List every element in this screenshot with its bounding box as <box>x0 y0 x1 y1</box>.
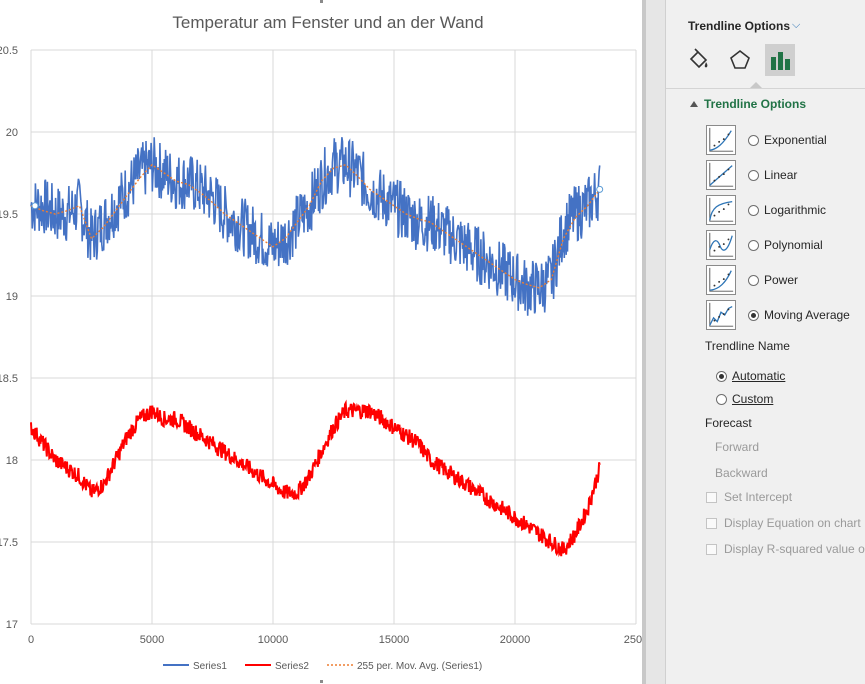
fill-line-tab[interactable] <box>684 44 714 76</box>
section-title: Trendline Options <box>704 97 807 111</box>
trendline-end-handle <box>596 185 604 193</box>
name-custom-option[interactable]: Custom <box>716 392 773 406</box>
series2-line <box>30 399 601 558</box>
y-tick-label: 20.5 <box>0 45 18 57</box>
linear-trendline-icon[interactable] <box>706 160 736 190</box>
forecast-backward-label: Backward <box>715 466 768 480</box>
option-label: Automatic <box>732 369 786 383</box>
chevron-down-icon[interactable]: ⌵ <box>792 19 801 31</box>
x-tick-label: 5000 <box>140 634 164 646</box>
forecast-forward-label: Forward <box>715 440 760 454</box>
y-tick-label: 17.5 <box>0 537 18 549</box>
power-trendline-icon[interactable] <box>706 265 736 295</box>
chart-resize-handle <box>320 0 323 3</box>
option-label: Set Intercept <box>724 490 793 504</box>
checkbox[interactable] <box>706 543 717 555</box>
trendline-type-polynomial[interactable]: Polynomial <box>706 230 823 260</box>
trendline-options-tab[interactable] <box>765 44 795 76</box>
checkbox[interactable] <box>706 517 717 529</box>
radio-button[interactable] <box>748 204 759 216</box>
legend-entry: 255 per. Mov. Avg. (Series1) <box>357 661 482 672</box>
x-tick-label: 0 <box>28 634 34 646</box>
checkbox[interactable] <box>706 491 717 503</box>
moving-average-trendline-icon[interactable] <box>706 300 736 330</box>
series1-line <box>30 137 601 316</box>
active-tab-pointer <box>750 82 762 88</box>
option-label: Display Equation on chart <box>724 516 861 530</box>
y-tick-label: 19.5 <box>0 209 18 221</box>
name-automatic-option[interactable]: Automatic <box>716 369 785 383</box>
x-tick-label: 10000 <box>258 634 289 646</box>
x-tick-label: 20000 <box>500 634 531 646</box>
trendline-type-exponential[interactable]: Exponential <box>706 125 827 155</box>
chart-background <box>0 0 642 684</box>
chart-area[interactable]: Temperatur am Fenster und an der Wand 17 1… <box>0 0 642 684</box>
pentagon-icon <box>730 49 750 69</box>
trendline-type-logarithmic[interactable]: Logarithmic <box>706 195 826 225</box>
option-label: Linear <box>764 168 798 182</box>
radio-button[interactable] <box>748 134 759 146</box>
display-rsquared-option[interactable]: Display R-squared value on <box>706 542 865 556</box>
tab-divider <box>666 88 865 89</box>
radio-button[interactable] <box>716 393 727 405</box>
y-tick-label: 19 <box>6 291 18 303</box>
pane-title: Trendline Options <box>688 19 791 33</box>
option-label: Display R-squared value on <box>724 542 865 556</box>
trendline-start-handle <box>31 202 39 210</box>
effects-tab[interactable] <box>725 44 755 76</box>
line-chart[interactable]: Temperatur am Fenster und an der Wand 17 1… <box>0 0 642 684</box>
legend-entry: Series1 <box>193 661 227 672</box>
chart-resize-handle <box>320 680 323 683</box>
paint-bucket-icon <box>689 48 708 69</box>
option-label: Polynomial <box>764 238 823 252</box>
moving-average-trendline <box>30 163 601 289</box>
option-label: Exponential <box>764 133 827 147</box>
legend-entry: Series2 <box>275 661 309 672</box>
set-intercept-option[interactable]: Set Intercept <box>706 490 792 504</box>
pane-gutter <box>646 0 666 684</box>
trendline-options-section-header[interactable]: Trendline Options <box>690 97 806 111</box>
trendline-name-heading: Trendline Name <box>705 339 790 353</box>
chart-title: Temperatur am Fenster und an der Wand <box>172 13 483 32</box>
y-tick-label: 20 <box>6 127 18 139</box>
x-tick-label: 2500 <box>624 634 642 646</box>
display-equation-option[interactable]: Display Equation on chart <box>706 516 861 530</box>
y-tick-label: 18 <box>6 455 18 467</box>
radio-button[interactable] <box>748 169 759 181</box>
polynomial-trendline-icon[interactable] <box>706 230 736 260</box>
trendline-type-power[interactable]: Power <box>706 265 798 295</box>
radio-button[interactable] <box>748 239 759 251</box>
trendline-type-linear[interactable]: Linear <box>706 160 797 190</box>
y-tick-label: 17 <box>6 619 18 631</box>
exponential-trendline-icon[interactable] <box>706 125 736 155</box>
option-label: Custom <box>732 392 774 406</box>
pane-splitter[interactable] <box>642 0 646 684</box>
radio-button[interactable] <box>748 309 759 321</box>
option-label: Power <box>764 273 799 287</box>
radio-button[interactable] <box>748 274 759 286</box>
y-tick-label: 18.5 <box>0 373 18 385</box>
option-label: Moving Average <box>764 308 850 322</box>
radio-button[interactable] <box>716 370 727 382</box>
logarithmic-trendline-icon[interactable] <box>706 195 736 225</box>
option-label: Logarithmic <box>764 203 827 217</box>
bar-chart-icon <box>771 52 790 70</box>
forecast-heading: Forecast <box>705 416 752 430</box>
format-trendline-pane: Trendline Options ⌵ Trendline Options Ex… <box>666 0 865 684</box>
x-tick-label: 15000 <box>379 634 410 646</box>
collapse-triangle-icon <box>690 100 698 107</box>
trendline-type-moving-average[interactable]: Moving Average <box>706 300 850 330</box>
